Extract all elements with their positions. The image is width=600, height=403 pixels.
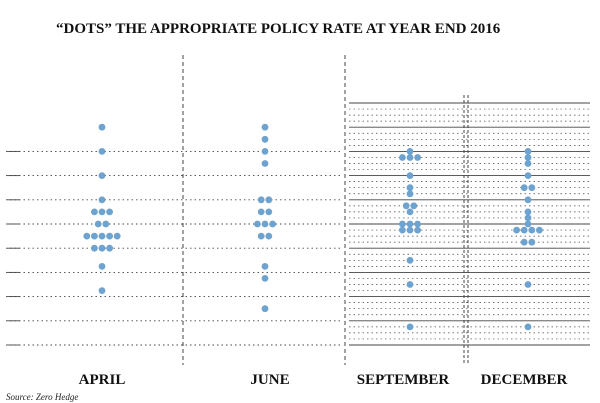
- dot-september: [399, 226, 406, 234]
- dot-september: [406, 226, 414, 234]
- dot-september: [414, 220, 421, 228]
- source-note: Source: Zero Hedge: [6, 392, 78, 402]
- dot-september: [414, 226, 421, 234]
- dot-april: [98, 287, 106, 294]
- dot-december: [524, 196, 532, 204]
- dot-december: [524, 154, 532, 161]
- dot-april: [106, 244, 113, 252]
- dot-april: [91, 244, 98, 252]
- dot-september: [402, 202, 410, 210]
- dot-april: [106, 208, 113, 216]
- dots-layer: [83, 123, 543, 331]
- dot-june: [261, 263, 269, 270]
- dot-december: [528, 238, 536, 246]
- dot-april: [98, 232, 106, 240]
- dot-september: [406, 148, 414, 155]
- dot-december: [513, 226, 520, 234]
- dot-september: [406, 208, 414, 216]
- dot-december: [520, 226, 528, 234]
- dot-september: [406, 184, 414, 192]
- dot-april: [98, 263, 106, 270]
- dot-april: [94, 220, 102, 228]
- dot-september: [406, 154, 414, 161]
- dot-september: [406, 220, 414, 228]
- dot-december: [528, 226, 536, 234]
- dot-june: [261, 275, 269, 282]
- dot-december: [524, 148, 532, 155]
- chart-title: “DOTS” THE APPROPRIATE POLICY RATE AT YE…: [56, 21, 501, 37]
- dot-april: [83, 232, 91, 240]
- dot-june: [261, 148, 269, 155]
- dot-december: [520, 184, 528, 192]
- dot-december: [528, 184, 536, 192]
- dot-december: [524, 208, 532, 216]
- dot-april: [113, 232, 121, 240]
- dot-april: [106, 232, 113, 240]
- dot-april: [98, 244, 106, 252]
- dot-june: [265, 208, 273, 216]
- dot-april: [98, 148, 106, 155]
- dot-december: [524, 172, 532, 180]
- dot-december: [524, 214, 532, 222]
- dot-september: [414, 154, 421, 161]
- dot-september: [406, 172, 414, 180]
- dot-june: [257, 232, 265, 240]
- dot-june: [261, 305, 269, 313]
- dot-december: [524, 160, 532, 167]
- panel-label-june: JUNE: [250, 372, 289, 388]
- dot-september: [406, 190, 414, 198]
- dot-june: [265, 232, 273, 240]
- dot-april: [91, 232, 98, 240]
- dot-december: [520, 238, 528, 246]
- dot-september: [406, 281, 414, 288]
- dot-april: [98, 196, 106, 204]
- dot-december: [524, 220, 532, 228]
- dot-december: [524, 323, 532, 331]
- dot-june: [261, 123, 269, 131]
- dot-june: [257, 196, 265, 204]
- dot-june: [269, 220, 276, 228]
- dot-june: [257, 208, 265, 216]
- dot-april: [98, 208, 106, 216]
- dot-december: [524, 281, 532, 288]
- dot-september: [406, 323, 414, 331]
- dot-april: [102, 220, 110, 228]
- dot-december: [536, 226, 543, 234]
- dot-april: [91, 208, 98, 216]
- dot-june: [254, 220, 261, 228]
- dot-september: [399, 220, 406, 228]
- dot-june: [261, 220, 269, 228]
- dot-april: [98, 123, 106, 131]
- grid-layer: [6, 55, 590, 365]
- dot-september: [406, 256, 414, 264]
- dot-september: [410, 202, 418, 210]
- dot-april: [98, 172, 106, 180]
- dot-june: [261, 160, 269, 167]
- dot-june: [261, 135, 269, 143]
- panel-label-april: APRIL: [79, 372, 126, 388]
- dot-june: [265, 196, 273, 204]
- dot-september: [399, 154, 406, 161]
- panel-label-december: DECEMBER: [481, 372, 568, 388]
- panel-label-september: SEPTEMBER: [357, 372, 450, 388]
